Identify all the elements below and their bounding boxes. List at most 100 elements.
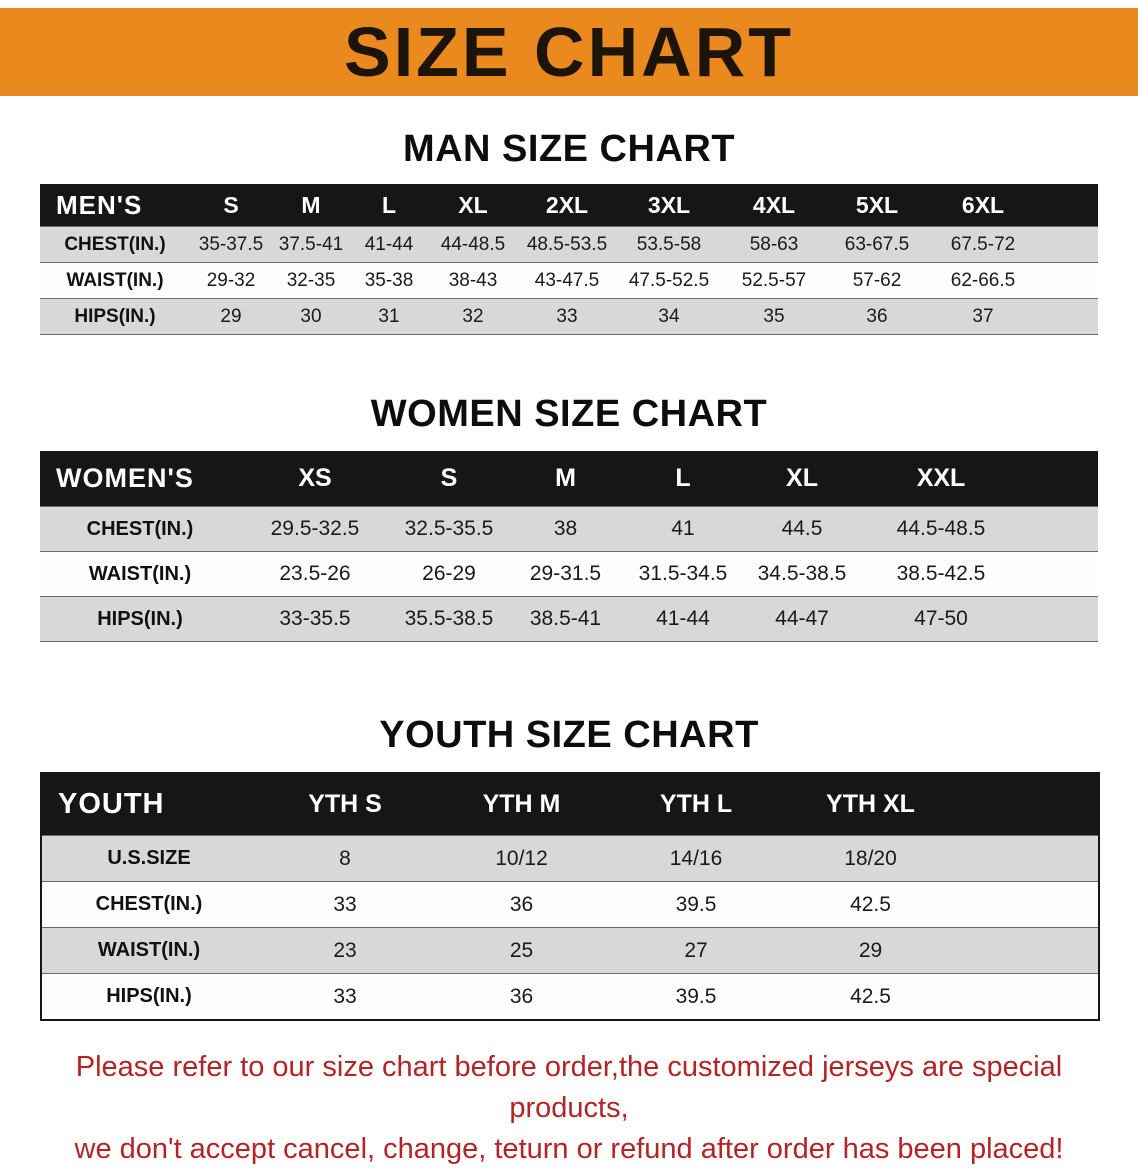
value-cell: 38.5-41 (529, 607, 602, 630)
value-cell: 39.5 (675, 984, 717, 1008)
value-cell: 14/16 (669, 846, 723, 870)
size-header-cell: 6XL (928, 184, 1038, 227)
value-cell: 48.5-53.5 (526, 233, 608, 255)
filler-cell (958, 974, 1099, 1021)
value-cell: 18/20 (844, 846, 897, 870)
value-cell: 57-62 (852, 269, 902, 291)
size-header-cell: YTH M (434, 773, 609, 836)
value-cell: 36 (509, 892, 534, 916)
disclaimer-note: Please refer to our size chart before or… (0, 1047, 1138, 1171)
table-title-cell: YOUTH (41, 773, 256, 836)
youth-size-table: YOUTH YTH S YTH M YTH L YTH XL U.S.SIZE 8 10/1… (40, 772, 1100, 1021)
value-cell: 34.5-38.5 (757, 562, 847, 585)
value-cell: 29 (858, 938, 883, 962)
value-cell: 25 (509, 938, 534, 962)
table-title-cell: WOMEN'S (40, 451, 240, 507)
filler-cell (958, 836, 1099, 882)
women-section-heading: WOMEN SIZE CHART (370, 393, 768, 435)
table-row: CHEST(IN.) 33 36 39.5 42.5 (41, 881, 1099, 928)
man-section-heading: MAN SIZE CHART (402, 128, 736, 170)
size-header-cell: M (508, 451, 623, 507)
value-cell: 47-50 (914, 607, 968, 630)
value-cell: 44.5-48.5 (896, 517, 986, 540)
value-cell: 32.5-35.5 (404, 517, 494, 540)
row-label-cell: WAIST(IN.) (97, 939, 201, 961)
value-cell: 31 (378, 305, 400, 327)
row-label-cell: HIPS(IN.) (106, 985, 192, 1007)
filler-cell (1038, 299, 1098, 335)
value-cell: 23 (333, 938, 357, 962)
table-row: HIPS(IN.) 29 30 31 32 33 34 35 36 37 (40, 298, 1098, 335)
table-header-row: WOMEN'S XS S M L XL XXL (40, 451, 1098, 507)
row-label-cell: WAIST(IN.) (66, 269, 164, 291)
value-cell: 38 (553, 517, 578, 540)
value-cell: 29-32 (206, 269, 256, 291)
value-cell: 62-66.5 (950, 269, 1016, 291)
value-cell: 36 (866, 305, 888, 327)
value-cell: 38.5-42.5 (896, 562, 986, 585)
table-row: CHEST(IN.) 35-37.5 37.5-41 41-44 44-48.5 48.5… (40, 226, 1098, 263)
value-cell: 39.5 (675, 892, 717, 916)
value-cell: 32 (462, 305, 484, 327)
value-cell: 38-43 (448, 269, 498, 291)
value-cell: 44-48.5 (440, 233, 506, 255)
value-cell: 42.5 (850, 984, 891, 1008)
value-cell: 33 (333, 892, 357, 916)
size-header-cell: L (623, 451, 743, 507)
size-header-cell: YTH L (609, 773, 783, 836)
size-header-cell: XXL (861, 451, 1021, 507)
value-cell: 47.5-52.5 (628, 269, 710, 291)
banner-title: SIZE CHART (344, 13, 794, 91)
women-size-table: WOMEN'S XS S M L XL XXL CHEST(IN.) 29.5-32.5 32.… (40, 451, 1098, 642)
value-cell: 42.5 (850, 892, 891, 916)
value-cell: 44-47 (775, 607, 829, 630)
value-cell: 35.5-38.5 (404, 607, 494, 630)
table-row: U.S.SIZE 8 10/12 14/16 18/20 (41, 835, 1099, 882)
value-cell: 29 (220, 305, 242, 327)
value-cell: 30 (300, 305, 322, 327)
value-cell: 27 (684, 938, 708, 962)
row-label-cell: CHEST(IN.) (95, 893, 203, 915)
filler-cell (958, 773, 1099, 836)
value-cell: 53.5-58 (636, 233, 702, 255)
filler-cell (1038, 227, 1098, 263)
value-cell: 41-44 (364, 233, 414, 255)
value-cell: 35-37.5 (198, 233, 264, 255)
row-label-cell: WAIST(IN.) (88, 562, 192, 585)
value-cell: 52.5-57 (741, 269, 807, 291)
value-cell: 29-31.5 (529, 562, 602, 585)
table-row: HIPS(IN.) 33-35.5 35.5-38.5 38.5-41 41-44 44-… (40, 596, 1098, 642)
size-header-cell: XS (240, 451, 390, 507)
value-cell: 26-29 (422, 562, 476, 585)
value-cell: 37 (972, 305, 994, 327)
table-row: HIPS(IN.) 33 36 39.5 42.5 (41, 973, 1099, 1021)
value-cell: 33-35.5 (279, 607, 351, 630)
filler-cell (1021, 552, 1098, 597)
size-header-cell: S (390, 451, 508, 507)
men-size-table: MEN'S S M L XL 2XL 3XL 4XL 5XL 6XL CHEST(IN.) 35-3… (40, 184, 1098, 335)
disclaimer-line-1: Please refer to our size chart before or… (75, 1051, 1063, 1125)
value-cell: 33 (333, 984, 357, 1008)
table-title-cell: MEN'S (40, 184, 190, 227)
value-cell: 36 (509, 984, 534, 1008)
size-header-cell: YTH S (256, 773, 434, 836)
banner: SIZE CHART (0, 8, 1138, 96)
value-cell: 35-38 (364, 269, 414, 291)
value-cell: 8 (339, 846, 351, 870)
value-cell: 31.5-34.5 (638, 562, 728, 585)
filler-cell (1021, 597, 1098, 642)
value-cell: 43-47.5 (534, 269, 600, 291)
row-label-cell: CHEST(IN.) (86, 517, 194, 540)
size-header-cell: M (272, 184, 350, 227)
value-cell: 34 (658, 305, 680, 327)
value-cell: 29.5-32.5 (270, 517, 360, 540)
table-row: WAIST(IN.) 29-32 32-35 35-38 38-43 43-47.5 47.… (40, 262, 1098, 299)
table-header-row: YOUTH YTH S YTH M YTH L YTH XL (41, 773, 1099, 836)
value-cell: 37.5-41 (278, 233, 344, 255)
filler-cell (958, 882, 1099, 928)
table-row: WAIST(IN.) 23 25 27 29 (41, 927, 1099, 974)
filler-cell (1021, 507, 1098, 552)
value-cell: 41-44 (656, 607, 710, 630)
value-cell: 23.5-26 (279, 562, 351, 585)
size-header-cell: 2XL (518, 184, 616, 227)
